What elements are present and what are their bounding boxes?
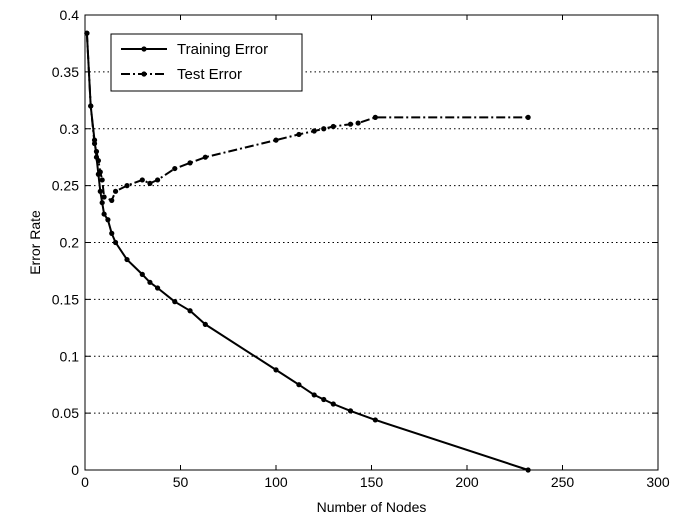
data-point-training-error	[99, 200, 105, 206]
y-tick-label: 0.05	[52, 405, 79, 421]
data-point-test-error	[202, 154, 208, 160]
data-point-training-error	[147, 279, 153, 285]
legend-box	[110, 33, 303, 92]
data-point-test-error	[147, 180, 153, 186]
data-point-training-error	[139, 271, 145, 277]
data-point-training-error	[273, 367, 279, 373]
y-axis-label: Error Rate	[27, 210, 43, 275]
data-point-training-error	[296, 382, 302, 388]
legend: Training Error Test Error	[110, 33, 303, 92]
data-point-test-error	[97, 169, 103, 175]
data-point-test-error	[347, 121, 354, 127]
x-tick-label: 250	[551, 474, 575, 490]
axis-ticks: 0 50 100 150 200 250 300 0 0.05 0.1 0.15 0.2 0.25 0.3…	[52, 7, 670, 490]
data-point-test-error	[84, 30, 90, 36]
data-point-test-error	[273, 137, 279, 143]
data-point-training-error	[187, 308, 193, 314]
data-point-test-error	[311, 128, 317, 134]
data-point-training-error	[97, 188, 103, 194]
data-point-training-error	[105, 217, 111, 223]
y-tick-label: 0.3	[60, 121, 80, 137]
grid-lines	[85, 71, 658, 414]
x-tick-label: 300	[646, 474, 670, 490]
data-point-test-error	[296, 131, 302, 138]
data-point-training-error	[202, 321, 208, 327]
data-point-test-error	[93, 148, 100, 155]
data-point-training-error	[347, 408, 354, 414]
data-point-test-error	[99, 177, 105, 183]
legend-label-test-error: Test Error	[177, 66, 242, 83]
y-tick-label: 0.15	[52, 291, 79, 307]
y-tick-label: 0	[71, 462, 79, 478]
y-tick-label: 0.35	[52, 64, 79, 80]
series-group	[84, 30, 531, 473]
data-point-test-error	[172, 165, 178, 172]
data-point-training-error	[311, 392, 317, 398]
data-point-test-error	[112, 188, 119, 194]
data-point-training-error	[101, 211, 107, 217]
data-point-training-error	[372, 417, 378, 423]
x-tick-label: 100	[264, 474, 288, 490]
data-point-test-error	[355, 120, 361, 126]
y-tick-label: 0.25	[52, 178, 79, 194]
data-point-training-error	[172, 299, 178, 305]
data-point-test-error	[525, 114, 531, 120]
data-point-training-error	[124, 256, 130, 263]
y-tick-label: 0.2	[60, 235, 80, 251]
y-tick-label: 0.4	[60, 7, 80, 23]
legend-label-training-error: Training Error	[177, 41, 268, 58]
x-tick-label: 200	[455, 474, 479, 490]
x-tick-label: 150	[360, 474, 384, 490]
legend-marker-training-error	[141, 46, 147, 52]
data-point-test-error	[109, 197, 115, 204]
data-point-test-error	[330, 123, 336, 130]
legend-marker-test-error	[141, 71, 147, 77]
x-tick-label: 0	[81, 474, 89, 490]
data-point-test-error	[101, 194, 107, 200]
x-axis-label: Number of Nodes	[317, 499, 427, 515]
data-point-test-error	[91, 140, 98, 147]
data-point-test-error	[124, 183, 130, 189]
data-point-test-error	[321, 126, 327, 132]
x-tick-label: 50	[173, 474, 189, 490]
data-point-test-error	[139, 177, 145, 183]
data-point-test-error	[88, 103, 94, 109]
data-point-training-error	[154, 285, 161, 291]
data-point-training-error	[109, 230, 115, 236]
data-point-test-error	[187, 160, 193, 166]
data-point-test-error	[154, 177, 161, 183]
y-tick-label: 0.1	[60, 348, 80, 364]
data-point-training-error	[321, 396, 327, 403]
data-point-test-error	[372, 114, 378, 120]
data-point-training-error	[330, 401, 336, 407]
data-point-test-error	[95, 158, 101, 164]
data-point-training-error	[112, 239, 119, 246]
